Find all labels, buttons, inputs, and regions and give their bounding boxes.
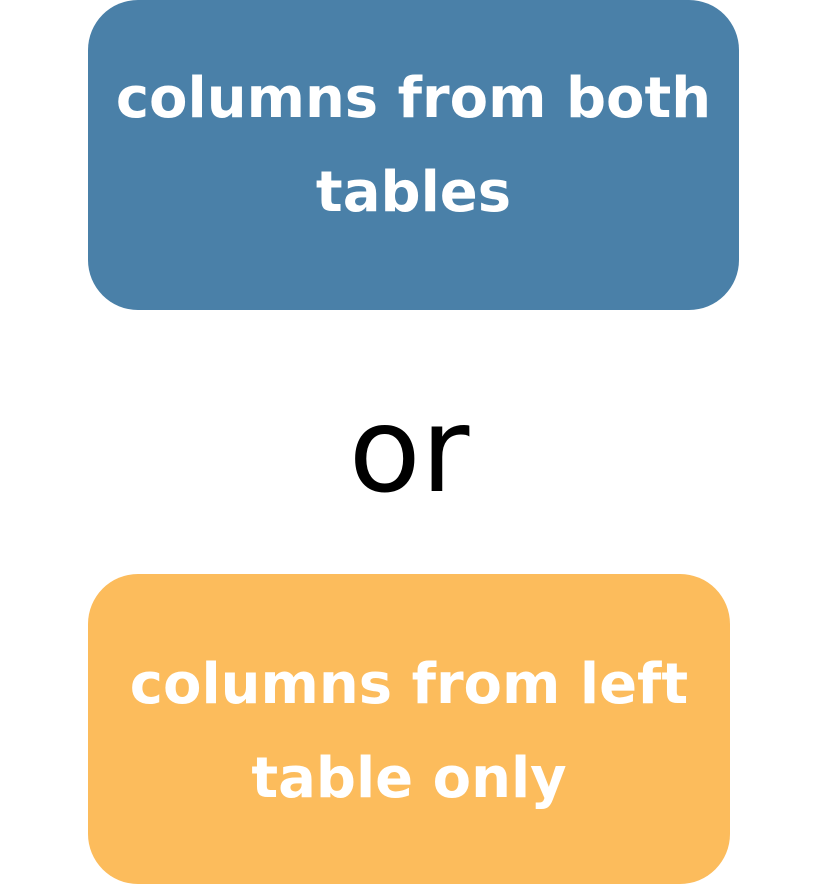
both-tables-option-box: columns from both tables xyxy=(88,0,739,310)
left-table-option-box: columns from left table only xyxy=(88,574,730,884)
left-table-option-label: columns from left table only xyxy=(129,652,689,811)
both-tables-option-label: columns from both tables xyxy=(115,66,712,225)
or-separator: or xyxy=(348,381,470,519)
